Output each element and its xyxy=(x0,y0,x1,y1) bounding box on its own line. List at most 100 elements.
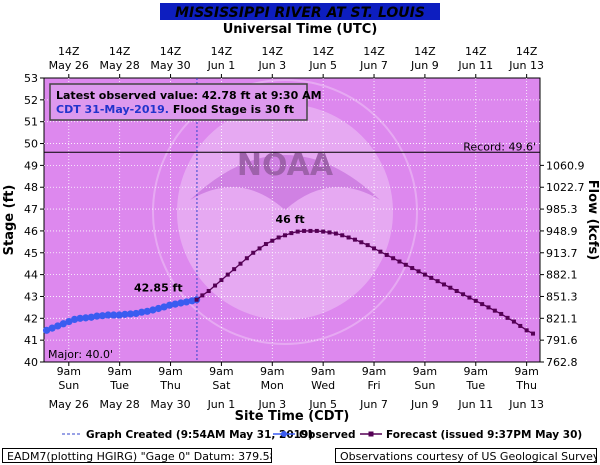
observed-point xyxy=(160,303,168,311)
forecast-point xyxy=(518,323,523,328)
observed-point xyxy=(110,311,118,319)
bottom-tick-day: Mon xyxy=(261,379,284,392)
forecast-point xyxy=(410,266,415,271)
bottom-tick-label: 9am xyxy=(514,365,538,378)
info-line-2: CDT 31-May-2019. Flood Stage is 30 ft xyxy=(56,103,294,116)
left-tick-label: 48 xyxy=(24,181,38,194)
bottom-tick-label: 9am xyxy=(158,365,182,378)
left-axis: 40 41 42 43 44 45 46 47 48 49 50 51 52 53 xyxy=(24,72,44,369)
forecast-point xyxy=(333,231,338,236)
bottom-tick-label: 9am xyxy=(260,365,284,378)
left-tick-label: 40 xyxy=(24,356,38,369)
left-tick-label: 53 xyxy=(24,72,38,85)
bottom-tick-day: Thu xyxy=(159,379,181,392)
info-line-2b: Flood Stage is 30 ft xyxy=(173,103,294,116)
top-tick-label: 14Z xyxy=(465,45,487,58)
forecast-point xyxy=(308,228,313,233)
bottom-tick-label: 9am xyxy=(57,365,81,378)
top-tick-label: 14Z xyxy=(262,45,284,58)
legend: Graph Created (9:54AM May 31, 2019) Obse… xyxy=(62,429,582,441)
forecast-point xyxy=(257,246,262,251)
forecast-point xyxy=(441,282,446,287)
top-tick-date: Jun 1 xyxy=(207,59,236,72)
observed-point xyxy=(65,317,73,326)
forecast-point xyxy=(295,229,300,234)
watermark-bird xyxy=(190,155,380,210)
forecast-point xyxy=(340,233,345,238)
forecast-point xyxy=(448,285,453,290)
top-tick-label: 14Z xyxy=(312,45,334,58)
right-tick-label: 1022.7 xyxy=(546,181,585,194)
forecast-point xyxy=(454,289,459,293)
forecast-point xyxy=(365,243,370,248)
observed-point xyxy=(87,313,95,321)
top-tick-label: 14Z xyxy=(363,45,385,58)
top-tick-label: 14Z xyxy=(160,45,182,58)
left-tick-label: 47 xyxy=(24,203,38,216)
forecast-point xyxy=(378,249,383,254)
left-tick-label: 46 xyxy=(24,225,38,238)
observed-point xyxy=(132,309,140,318)
left-tick-label: 45 xyxy=(24,247,38,260)
bottom-tick-label: 9am xyxy=(311,365,335,378)
forecast-point xyxy=(486,305,491,310)
observed-point xyxy=(42,326,51,334)
top-tick-date: May 30 xyxy=(150,59,190,72)
left-tick-label: 41 xyxy=(24,334,38,347)
observed-point xyxy=(149,306,157,314)
forecast-point xyxy=(422,272,427,277)
bottom-tick-day: Fri xyxy=(367,379,380,392)
right-tick-label: 882.1 xyxy=(546,269,578,282)
forecast-point xyxy=(499,311,504,316)
chart-title: MISSISSIPPI RIVER AT ST. LOUIS xyxy=(175,5,425,21)
forecast-point xyxy=(327,230,332,235)
top-tick-date: Jun 5 xyxy=(308,59,337,72)
bottom-tick-label: 9am xyxy=(362,365,386,378)
forecast-point xyxy=(194,297,199,302)
bottom-tick-day: Sun xyxy=(58,379,79,392)
top-tick-date: Jun 3 xyxy=(257,59,286,72)
observed-point xyxy=(98,312,107,320)
footer-credit: Observations courtesy of US Geological S… xyxy=(335,448,597,463)
right-tick-label: 985.3 xyxy=(546,203,578,216)
forecast-point xyxy=(225,272,230,277)
reference-lines: Record: 49.6' Major: 40.0' xyxy=(44,78,540,362)
forecast-point xyxy=(206,289,211,293)
top-tick-date: Jun 11 xyxy=(457,59,493,72)
legend-forecast-marker xyxy=(368,431,374,437)
observed-point xyxy=(115,311,123,319)
right-axis-title: Flow (kcfs) xyxy=(585,180,600,260)
observed-point xyxy=(143,307,151,315)
forecast-point xyxy=(263,242,268,247)
forecast-point xyxy=(270,238,275,243)
observed-point xyxy=(126,310,135,318)
forecast-point xyxy=(289,231,294,236)
left-tick-label: 43 xyxy=(24,290,38,303)
forecast-point xyxy=(429,275,434,280)
watermark-disc xyxy=(177,104,393,320)
forecast-point xyxy=(302,228,307,233)
observed-point xyxy=(48,324,56,332)
forecast-peak-label: 46 ft xyxy=(275,213,304,226)
observed-point xyxy=(93,312,101,320)
forecast-point xyxy=(416,269,421,274)
bottom-tick-day: Thu xyxy=(515,379,537,392)
bottom-tick-date: Jun 13 xyxy=(508,398,544,411)
title-banner xyxy=(160,3,440,20)
forecast-point xyxy=(359,240,364,245)
forecast-point xyxy=(372,246,377,251)
bottom-tick-label: 9am xyxy=(413,365,437,378)
info-box xyxy=(49,83,308,121)
forecast-point xyxy=(511,319,516,324)
left-tick-label: 52 xyxy=(24,94,38,107)
bottom-tick-date: Jun 9 xyxy=(410,398,439,411)
forecast-point xyxy=(492,308,497,313)
forecast-point xyxy=(391,256,396,261)
forecast-point xyxy=(403,262,408,267)
forecast-point xyxy=(232,267,237,272)
bottom-tick-day: Sun xyxy=(414,379,435,392)
observed-point xyxy=(182,298,191,306)
watermark-ring xyxy=(152,79,418,345)
